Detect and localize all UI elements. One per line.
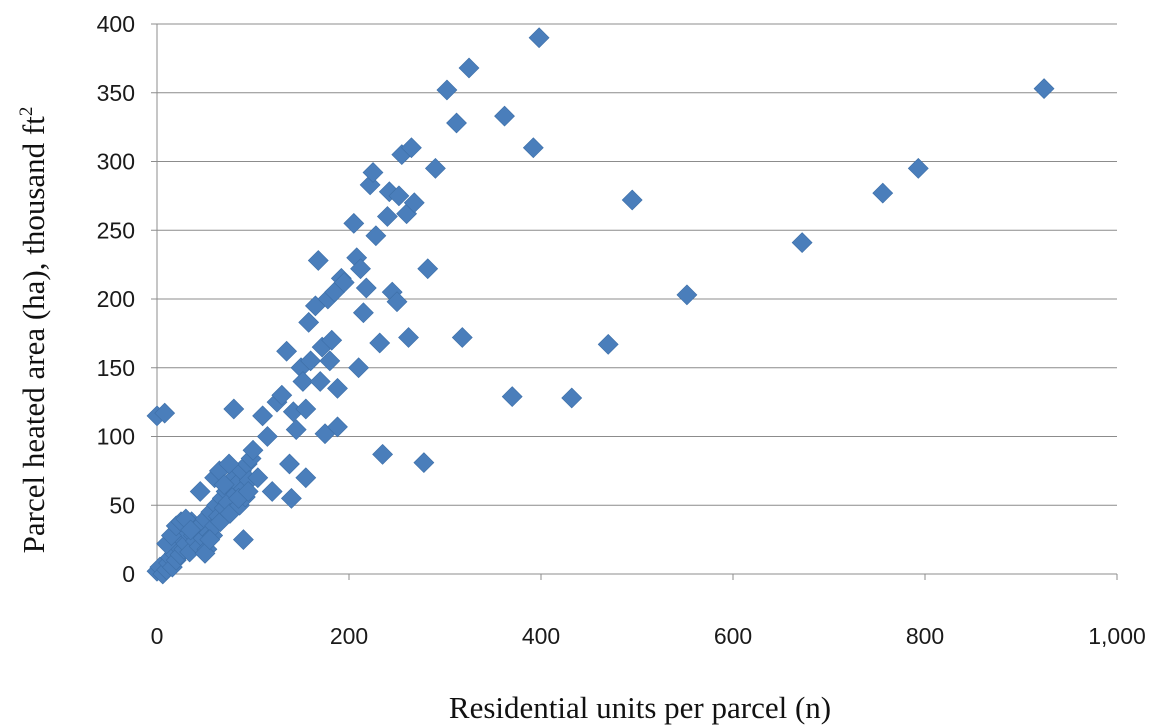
data-point [321, 329, 343, 351]
data-point [528, 27, 550, 49]
data-point [417, 258, 439, 280]
y-tick-label: 100 [97, 424, 135, 450]
data-point [522, 137, 544, 159]
data-point [295, 398, 317, 420]
data-point [413, 452, 435, 474]
data-point [285, 419, 307, 441]
y-tick-label: 150 [97, 355, 135, 381]
data-point [213, 474, 235, 496]
y-tick-label: 350 [97, 80, 135, 106]
data-point [1033, 78, 1055, 100]
data-point [256, 426, 278, 447]
y-tick-label: 0 [122, 561, 135, 587]
data-point [446, 112, 467, 134]
data-point [436, 79, 458, 101]
data-point [218, 453, 240, 475]
data-point [398, 327, 419, 348]
data-point [237, 481, 259, 502]
data-point [247, 467, 269, 489]
x-tick-labels: 0 200 400 600 800 1,000 [151, 623, 1146, 649]
data-point [333, 272, 355, 293]
y-tick-label: 50 [109, 492, 135, 518]
x-tick-label: 400 [522, 623, 560, 649]
data-point [369, 332, 391, 354]
data-point [451, 327, 473, 348]
data-point [319, 350, 341, 372]
data-point [309, 371, 331, 392]
data-point [494, 105, 515, 127]
data-point [872, 182, 894, 204]
data-point [372, 443, 394, 465]
y-tick-label: 300 [97, 149, 135, 175]
data-point [327, 377, 348, 399]
y-tick-label: 200 [97, 286, 135, 312]
x-tick-label: 1,000 [1088, 623, 1146, 649]
x-tick-label: 200 [330, 623, 368, 649]
data-point [307, 250, 329, 271]
data-point [386, 291, 408, 313]
data-point [350, 258, 371, 280]
data-point [292, 371, 314, 392]
data-point [597, 333, 619, 355]
data-point [907, 157, 929, 179]
axes [151, 23, 1118, 580]
data-point [352, 302, 374, 324]
y-tick-labels: 0 50 100 150 200 250 300 350 400 [97, 11, 135, 587]
data-point [376, 206, 398, 227]
data-point [189, 481, 211, 502]
data-point [791, 232, 813, 254]
data-point [199, 529, 221, 551]
data-point [154, 402, 176, 424]
data-point [676, 284, 698, 306]
data-point [355, 277, 377, 299]
data-point [223, 398, 245, 420]
y-tick-label: 400 [97, 11, 135, 37]
data-point [276, 340, 298, 362]
data-point [242, 439, 264, 461]
y-axis-title: Parcel heated area (ha), thousand ft2 [16, 107, 51, 554]
data-point [561, 387, 583, 409]
data-point [180, 519, 202, 541]
data-point [261, 481, 283, 502]
data-point [279, 453, 300, 475]
data-point [348, 357, 370, 379]
data-point [298, 311, 320, 333]
data-point [252, 405, 274, 427]
data-point [327, 416, 348, 438]
data-point [424, 157, 446, 179]
data-point [388, 185, 410, 207]
data-point [343, 212, 365, 234]
data-point [400, 137, 422, 159]
y-tick-label: 250 [97, 217, 135, 243]
data-point [280, 487, 302, 509]
data-point [232, 529, 254, 551]
data-point [621, 189, 643, 211]
data-points [146, 27, 1055, 585]
x-tick-label: 600 [714, 623, 752, 649]
data-point [362, 162, 384, 183]
x-tick-label: 0 [151, 623, 164, 649]
data-point [295, 467, 317, 489]
data-point [271, 384, 293, 406]
y-axis-title-superscript: 2 [16, 107, 37, 117]
data-point [403, 192, 425, 214]
x-tick-label: 800 [906, 623, 944, 649]
x-axis-title: Residential units per parcel (n) [449, 690, 831, 725]
data-point [501, 386, 523, 408]
data-point [300, 350, 322, 372]
data-point [458, 57, 480, 79]
y-axis-title-main: Parcel heated area (ha), thousand ft [16, 116, 51, 554]
data-point [365, 225, 387, 247]
